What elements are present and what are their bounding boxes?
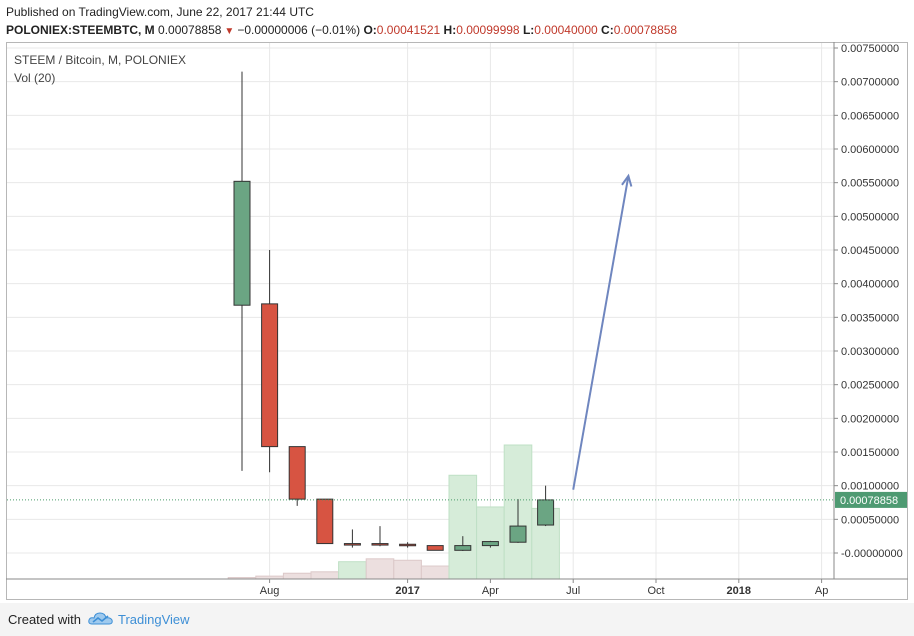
annotation-arrow-head bbox=[621, 173, 633, 187]
ohlc-line: POLONIEX:STEEMBTC, M 0.00078858 ▼ −0.00000… bbox=[6, 23, 677, 37]
annotation-arrow-shaft bbox=[572, 175, 630, 490]
x-tick-label: Oct bbox=[647, 585, 664, 597]
low-value: 0.00040000 bbox=[534, 23, 598, 37]
y-tick-label: 0.00600000 bbox=[841, 144, 899, 156]
candle-body bbox=[288, 446, 306, 500]
y-tick-label: 0.00450000 bbox=[841, 245, 899, 257]
down-arrow-icon: ▼ bbox=[224, 26, 235, 37]
volume-bar bbox=[393, 559, 422, 580]
x-tick-label: 2018 bbox=[727, 585, 751, 597]
last-price-tag bbox=[835, 491, 907, 508]
y-tick-label: 0.00150000 bbox=[841, 447, 899, 459]
y-tick-label: 0.00250000 bbox=[841, 380, 899, 392]
candle-body bbox=[371, 543, 389, 546]
y-tick-label: 0.00700000 bbox=[841, 77, 899, 89]
volume-bar bbox=[448, 474, 478, 580]
volume-bar bbox=[338, 561, 367, 580]
y-tick-label: 0.00400000 bbox=[841, 279, 899, 291]
y-tick-label: 0.00650000 bbox=[841, 110, 899, 122]
volume-bar bbox=[310, 571, 340, 580]
volume-label: Vol (20) bbox=[14, 71, 55, 85]
candle-body bbox=[343, 543, 361, 546]
y-tick-label: 0.00200000 bbox=[841, 413, 899, 425]
volume-bar bbox=[420, 565, 450, 580]
y-tick-label: 0.00300000 bbox=[841, 346, 899, 358]
volume-bar bbox=[365, 558, 395, 580]
chart-title: STEEM / Bitcoin, M, POLONIEX bbox=[14, 53, 186, 67]
high-value: 0.00099998 bbox=[456, 23, 520, 37]
tradingview-brand-link[interactable]: TradingView bbox=[118, 612, 190, 627]
published-line: Published on TradingView.com, June 22, 2… bbox=[6, 5, 314, 19]
price-chart[interactable]: 0.00750000 0.00700000 0.00650000 0.00600000… bbox=[6, 42, 908, 600]
footer: Created with TradingView bbox=[0, 603, 914, 636]
close-label: C: bbox=[601, 23, 614, 37]
candle-body bbox=[426, 545, 444, 551]
x-tick-label: Apr bbox=[482, 585, 499, 597]
candle-body bbox=[509, 525, 527, 543]
open-label: O: bbox=[363, 23, 377, 37]
close-value: 0.00078858 bbox=[613, 23, 678, 37]
x-tick-label: 2017 bbox=[395, 585, 419, 597]
x-tick-label: Ap bbox=[815, 585, 828, 597]
created-with-label: Created with bbox=[8, 612, 81, 627]
y-tick-label: 0.00050000 bbox=[841, 514, 899, 526]
y-tick-label: 0.00550000 bbox=[841, 178, 899, 190]
last-price: 0.00078858 bbox=[158, 23, 222, 37]
candle-body bbox=[481, 541, 499, 547]
x-tick-label: Aug bbox=[260, 585, 280, 597]
open-value: 0.00041521 bbox=[376, 23, 441, 37]
volume-bar bbox=[282, 572, 312, 580]
y-tick-label: 0.00350000 bbox=[841, 312, 899, 324]
price-change: −0.00000006 (−0.01%) bbox=[237, 23, 361, 37]
last-price-tag-label: 0.00078858 bbox=[840, 495, 898, 507]
y-tick-label: 0.00100000 bbox=[841, 481, 899, 493]
y-tick-label: -0.00000000 bbox=[841, 548, 903, 560]
candle-body bbox=[454, 545, 472, 551]
candle-body bbox=[537, 499, 555, 526]
tradingview-cloud-icon[interactable] bbox=[88, 609, 114, 629]
candle-body bbox=[261, 303, 279, 448]
y-tick-label: 0.00750000 bbox=[841, 43, 899, 55]
candle-body bbox=[233, 180, 251, 306]
symbol-label: POLONIEX:STEEMBTC, M bbox=[6, 23, 155, 37]
y-tick-label: 0.00500000 bbox=[841, 211, 899, 223]
low-label: L: bbox=[522, 23, 535, 37]
candle-body bbox=[399, 543, 417, 547]
x-tick-label: Jul bbox=[566, 585, 580, 597]
high-label: H: bbox=[443, 23, 457, 37]
candle-body bbox=[316, 498, 334, 545]
